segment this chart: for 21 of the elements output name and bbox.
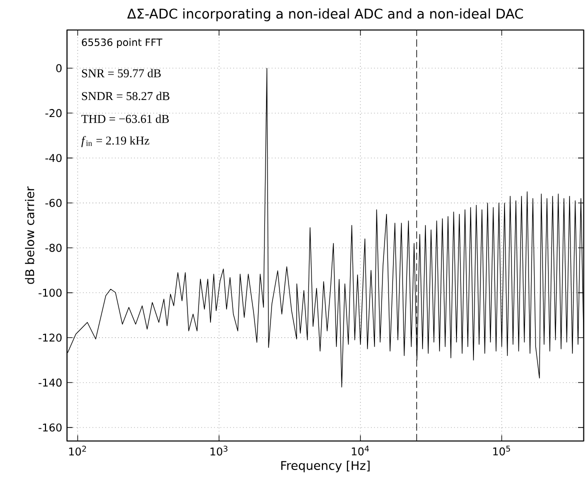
annotation: SNDR = 58.27 dB xyxy=(82,92,170,100)
annotation: THD = −63.61 dB xyxy=(81,114,169,124)
x-axis-title: Frequency [Hz] xyxy=(281,460,370,472)
y-tick-label: -100 xyxy=(38,288,62,297)
x-tick-label: 10$^{4}$ xyxy=(352,446,369,456)
y-tick-label: -160 xyxy=(38,423,62,432)
y-tick-label: -140 xyxy=(38,378,62,387)
y-tick-label: -40 xyxy=(45,154,62,162)
x-tick-label: 10$^{2}$ xyxy=(69,446,86,456)
x-tick-label: 10$^{5}$ xyxy=(493,446,510,456)
y-axis-title: dB below carrier xyxy=(24,186,34,284)
y-tick-label: 0 xyxy=(56,64,62,72)
annotation: SNR = 59.77 dB xyxy=(82,68,161,78)
chart-title: ΔΣ-ADC incorporating a non-ideal ADC and a non-ideal DAC xyxy=(127,8,523,22)
annotation: f$_{in}$ = 2.19 kHz xyxy=(81,136,150,148)
annotation: 65536 point FFT xyxy=(82,38,162,48)
y-tick-label: -20 xyxy=(45,109,62,118)
y-tick-label: -60 xyxy=(45,198,62,207)
x-tick-label: 10$^{3}$ xyxy=(210,446,228,456)
y-tick-label: -120 xyxy=(38,334,62,342)
y-tick-label: -80 xyxy=(45,244,62,252)
